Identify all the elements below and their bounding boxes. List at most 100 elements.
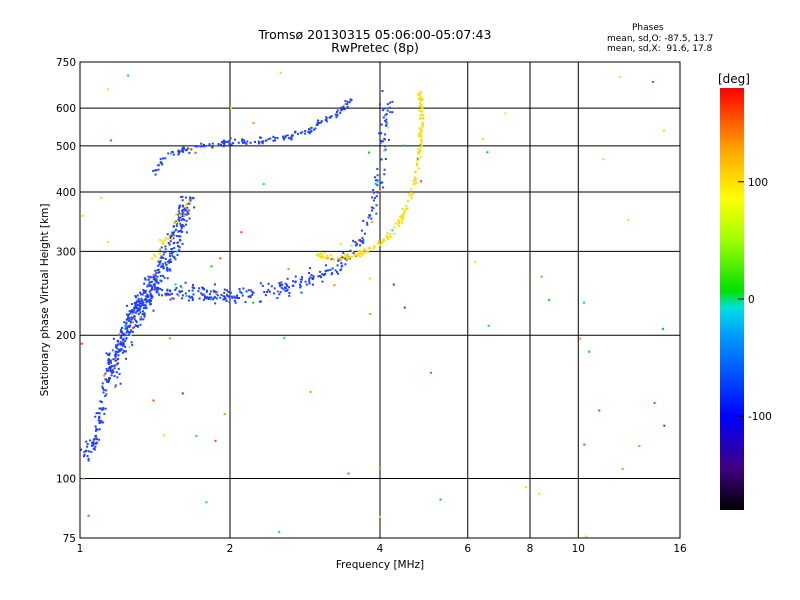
- echo-point: [410, 197, 413, 200]
- echo-point: [96, 428, 99, 431]
- echo-point: [311, 283, 314, 286]
- echo-point: [181, 224, 184, 227]
- echo-point: [368, 277, 371, 280]
- echo-point: [169, 240, 172, 243]
- colorbar-tick-label: -100: [748, 411, 772, 423]
- echo-point: [361, 250, 364, 253]
- echo-point: [421, 113, 424, 116]
- echo-point: [194, 145, 197, 148]
- echo-point: [232, 142, 235, 145]
- echo-point: [366, 221, 369, 224]
- echo-point: [421, 110, 424, 113]
- echo-point: [205, 290, 208, 293]
- echo-point: [182, 218, 185, 221]
- echo-point: [168, 259, 171, 262]
- echo-point: [400, 217, 403, 220]
- echo-point: [158, 248, 161, 251]
- echo-point: [130, 310, 133, 313]
- echo-point: [181, 242, 184, 245]
- echo-point: [344, 263, 347, 266]
- echo-point: [112, 337, 115, 340]
- echo-point: [115, 354, 118, 357]
- echo-point: [385, 235, 388, 238]
- echo-point: [153, 285, 156, 288]
- echo-point: [281, 283, 284, 286]
- echo-point: [219, 296, 222, 299]
- echo-point: [186, 202, 189, 205]
- echo-point: [136, 309, 139, 312]
- echo-point: [310, 130, 313, 133]
- echo-point: [99, 407, 102, 410]
- echo-point: [158, 271, 161, 274]
- echo-point: [199, 145, 202, 148]
- echo-point: [119, 330, 122, 333]
- echo-point: [226, 295, 229, 298]
- echo-point: [188, 151, 191, 154]
- echo-point: [389, 235, 392, 238]
- echo-point: [284, 135, 287, 138]
- echo-point: [391, 229, 394, 232]
- echo-point: [113, 354, 116, 357]
- echo-point: [334, 113, 337, 116]
- echo-point: [193, 287, 196, 290]
- echo-point: [251, 293, 254, 296]
- y-tick-label: 200: [56, 330, 76, 342]
- axis-ticks: 1 2 4 6 8 10 16 75 100 200 300 400 500 600 750: [56, 57, 687, 555]
- x-tick-label: 4: [377, 543, 384, 555]
- x-tick-label: 2: [227, 543, 234, 555]
- echo-point: [192, 196, 195, 199]
- echo-point: [422, 117, 425, 120]
- echo-point: [262, 183, 265, 186]
- echo-point: [107, 361, 110, 364]
- echo-point: [155, 289, 158, 292]
- echo-point: [263, 291, 266, 294]
- echo-point: [180, 149, 183, 152]
- echo-point: [361, 237, 364, 240]
- echo-point: [223, 142, 226, 145]
- echo-point: [419, 155, 422, 158]
- echo-point: [178, 290, 181, 293]
- echo-point: [378, 103, 381, 106]
- echo-point: [97, 419, 100, 422]
- echo-point: [309, 390, 312, 393]
- echo-point: [391, 111, 394, 114]
- echo-point: [87, 514, 90, 517]
- echo-point: [377, 242, 380, 245]
- echo-point: [96, 412, 99, 415]
- echo-point: [172, 231, 175, 234]
- echo-point: [366, 223, 369, 226]
- echo-point: [202, 143, 205, 146]
- echo-point: [128, 331, 131, 334]
- echo-point: [279, 285, 282, 288]
- echo-point: [155, 271, 158, 274]
- echo-point: [191, 297, 194, 300]
- echo-point: [317, 275, 320, 278]
- echo-point: [405, 204, 408, 207]
- echo-point: [401, 208, 404, 211]
- echo-point: [127, 314, 130, 317]
- echo-point: [147, 294, 150, 297]
- echo-point: [382, 240, 385, 243]
- echo-point: [278, 293, 281, 296]
- echo-point: [360, 229, 363, 232]
- echo-point: [178, 204, 181, 207]
- echo-point: [204, 297, 207, 300]
- echo-point: [233, 295, 236, 298]
- echo-point: [125, 337, 128, 340]
- echo-point: [146, 285, 149, 288]
- echo-point: [115, 344, 118, 347]
- echo-point: [160, 255, 163, 258]
- echo-point: [402, 216, 405, 219]
- echo-point: [487, 324, 490, 327]
- echo-point: [417, 93, 420, 96]
- echo-point: [184, 149, 187, 152]
- phase-stats-x: mean, sd,X: 91.6, 17.8: [607, 44, 713, 54]
- echo-point: [375, 204, 378, 207]
- echo-point: [384, 158, 387, 161]
- echo-point: [105, 352, 108, 355]
- echo-point: [121, 330, 124, 333]
- echo-point: [98, 412, 101, 415]
- echo-point: [205, 297, 208, 300]
- echo-point: [160, 246, 163, 249]
- echo-point: [173, 246, 176, 249]
